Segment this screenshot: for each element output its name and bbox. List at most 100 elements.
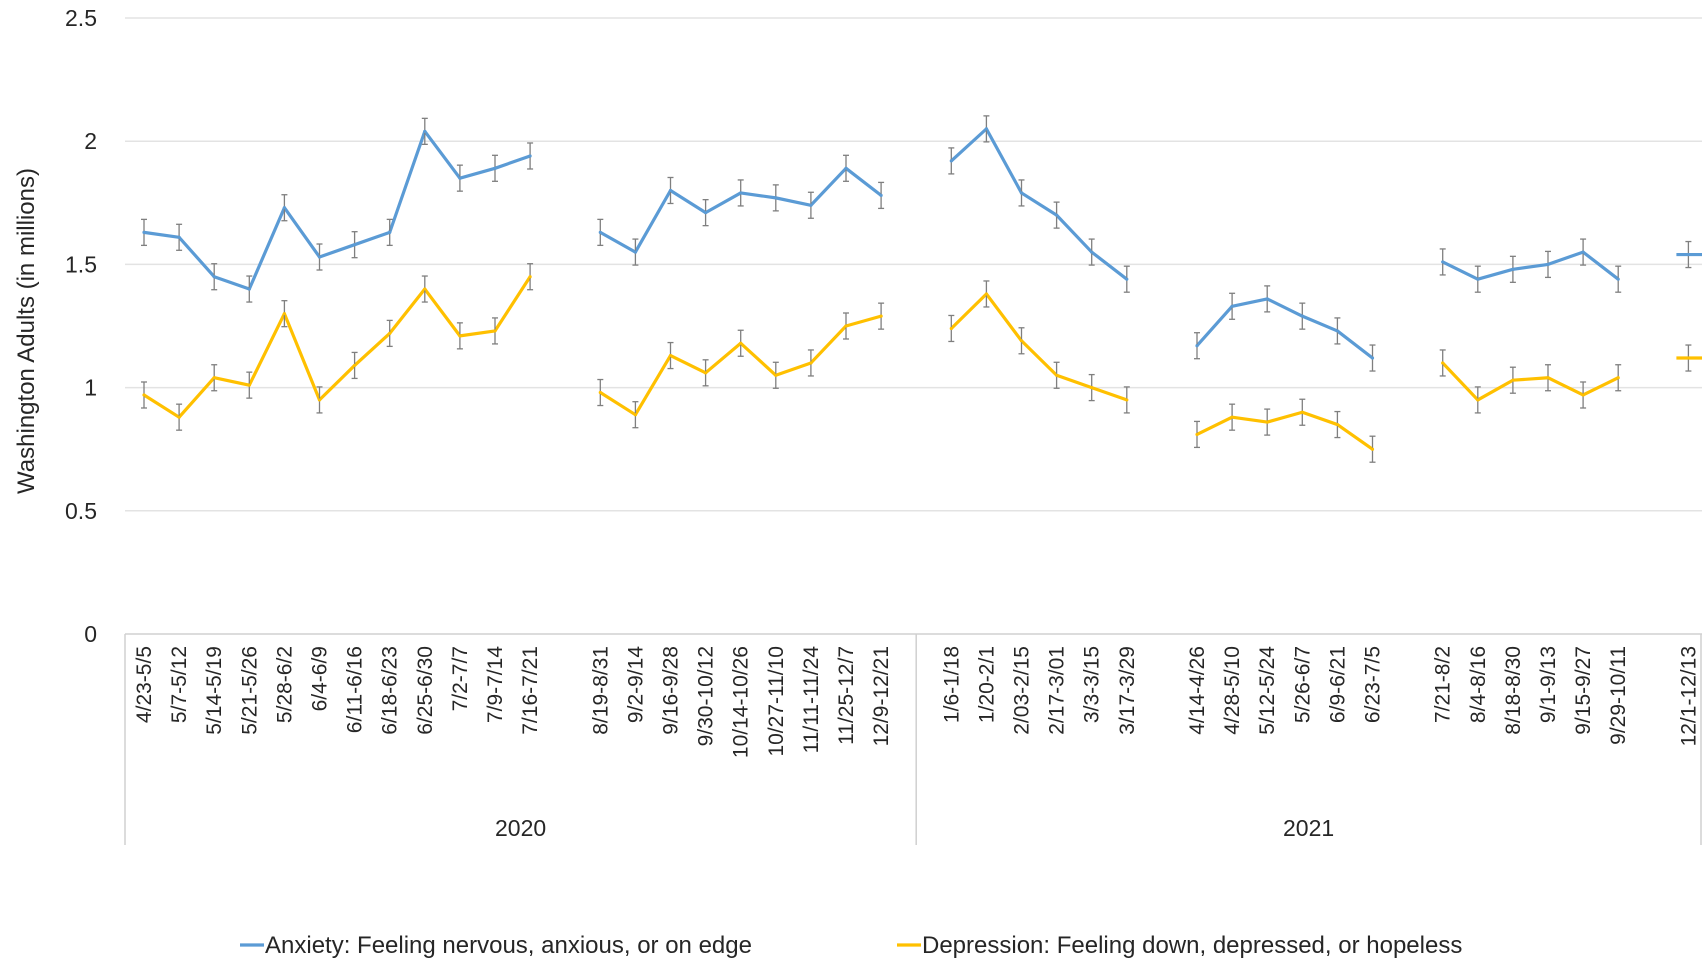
x-tick-label: 8/19-8/31 [589,646,612,735]
data-point [1265,297,1269,301]
data-point [423,287,427,291]
x-tick-label: 9/15-9/27 [1572,646,1595,735]
data-point [598,390,602,395]
data-point [1055,213,1059,217]
x-tick-label: 7/16-7/21 [519,646,542,735]
x-tick-label: 11/25-12/7 [835,646,858,745]
data-point [528,154,532,158]
x-tick-label: 1/20-2/1 [975,646,998,723]
x-tick-label: 5/28-6/2 [273,646,296,723]
y-axis: 0 0.5 1 1.5 2 2.5 [65,5,97,647]
x-tick-label: 8/18-8/30 [1502,646,1525,735]
data-point [1300,314,1304,318]
x-tick-label: 5/26-6/7 [1291,646,1314,723]
series-anxiety [141,115,1702,372]
data-point [1370,447,1375,451]
data-point [1616,376,1620,380]
data-point [317,255,322,259]
data-point [1441,260,1445,264]
x-tick-label: 7/21-8/2 [1432,646,1455,723]
data-point [1686,356,1690,360]
x-tick-label: 4/14-4/26 [1186,646,1209,735]
x-tick-label: 12/9-12/21 [870,646,893,746]
data-point [353,243,357,247]
data-point [949,159,953,163]
data-point [739,341,743,345]
data-point [949,326,953,331]
group-label: 2020 [495,815,546,841]
data-point [1546,376,1550,380]
data-point [1230,415,1234,419]
data-point [1019,191,1024,195]
x-tick-label: 2/03-2/15 [1011,646,1034,735]
legend-label: Depression: Feeling down, depressed, or … [922,932,1462,959]
data-point [774,196,778,200]
y-tick-label: 0 [84,621,97,647]
data-point [1511,378,1515,382]
x-tick-label: 4/28-5/10 [1221,646,1244,735]
group-label: 2021 [1283,815,1334,841]
data-point [844,166,848,170]
data-point [1230,304,1234,308]
data-point [212,376,216,380]
data-point [1300,410,1304,414]
data-point [879,193,883,198]
data-point [142,393,146,397]
data-point [809,203,813,207]
data-point [528,275,532,279]
x-tick-label: 1/6-1/18 [940,646,963,723]
data-point [1090,250,1094,254]
data-point [1370,356,1375,360]
x-tick-label: 6/11-6/16 [344,646,367,733]
data-point [1616,277,1620,281]
data-point [633,413,638,417]
series-line [143,275,532,419]
series-line [1441,361,1619,402]
x-tick-label: 7/9-7/14 [484,646,507,723]
data-point [247,383,251,387]
data-point [1335,329,1339,333]
data-point [598,230,602,234]
data-point [177,415,181,419]
data-point [809,361,813,365]
x-tick-label: 12/1-12/13 [1677,646,1700,746]
data-point [1019,339,1024,343]
x-tick-label: 10/14-10/26 [730,646,753,758]
x-tick-label: 5/21-5/26 [238,646,261,735]
data-point [1476,277,1480,281]
x-tick-label: 5/7-5/12 [168,646,191,723]
series-line [950,127,1128,281]
x-tick-label: 6/4-6/9 [309,646,332,711]
data-point [317,398,322,402]
x-tick-label: 9/29-10/11 [1607,646,1630,745]
x-tick-label: 9/2-9/14 [624,646,647,723]
y-tick-label: 0.5 [65,498,97,524]
x-tick-label: 9/30-10/12 [695,646,718,746]
data-point [1511,267,1515,271]
data-point [1581,250,1585,254]
series-line [1195,297,1374,360]
series-line [1441,250,1620,281]
x-tick-label: 5/14-5/19 [203,646,226,735]
data-point [388,331,392,335]
data-point [704,211,708,215]
data-point [212,275,216,279]
x-tick-label: 2/17-3/01 [1046,646,1069,735]
data-point [1090,386,1094,390]
data-point [388,230,392,234]
data-point [423,129,427,133]
data-point [1125,277,1129,281]
series-depression [141,263,1702,463]
x-tick-label: 8/4-8/16 [1467,646,1490,723]
data-point [247,287,251,291]
legend-label: Anxiety: Feeling nervous, anxious, or on… [265,932,752,959]
data-point [1265,420,1269,424]
y-tick-label: 1.5 [65,251,97,277]
data-point [1055,373,1059,377]
y-tick-label: 2 [84,128,97,154]
data-point [493,166,497,170]
series-line [1196,410,1374,451]
x-tick-label: 4/23-5/5 [133,646,156,723]
data-point [774,373,778,377]
x-tick-label: 3/17-3/29 [1116,646,1139,735]
